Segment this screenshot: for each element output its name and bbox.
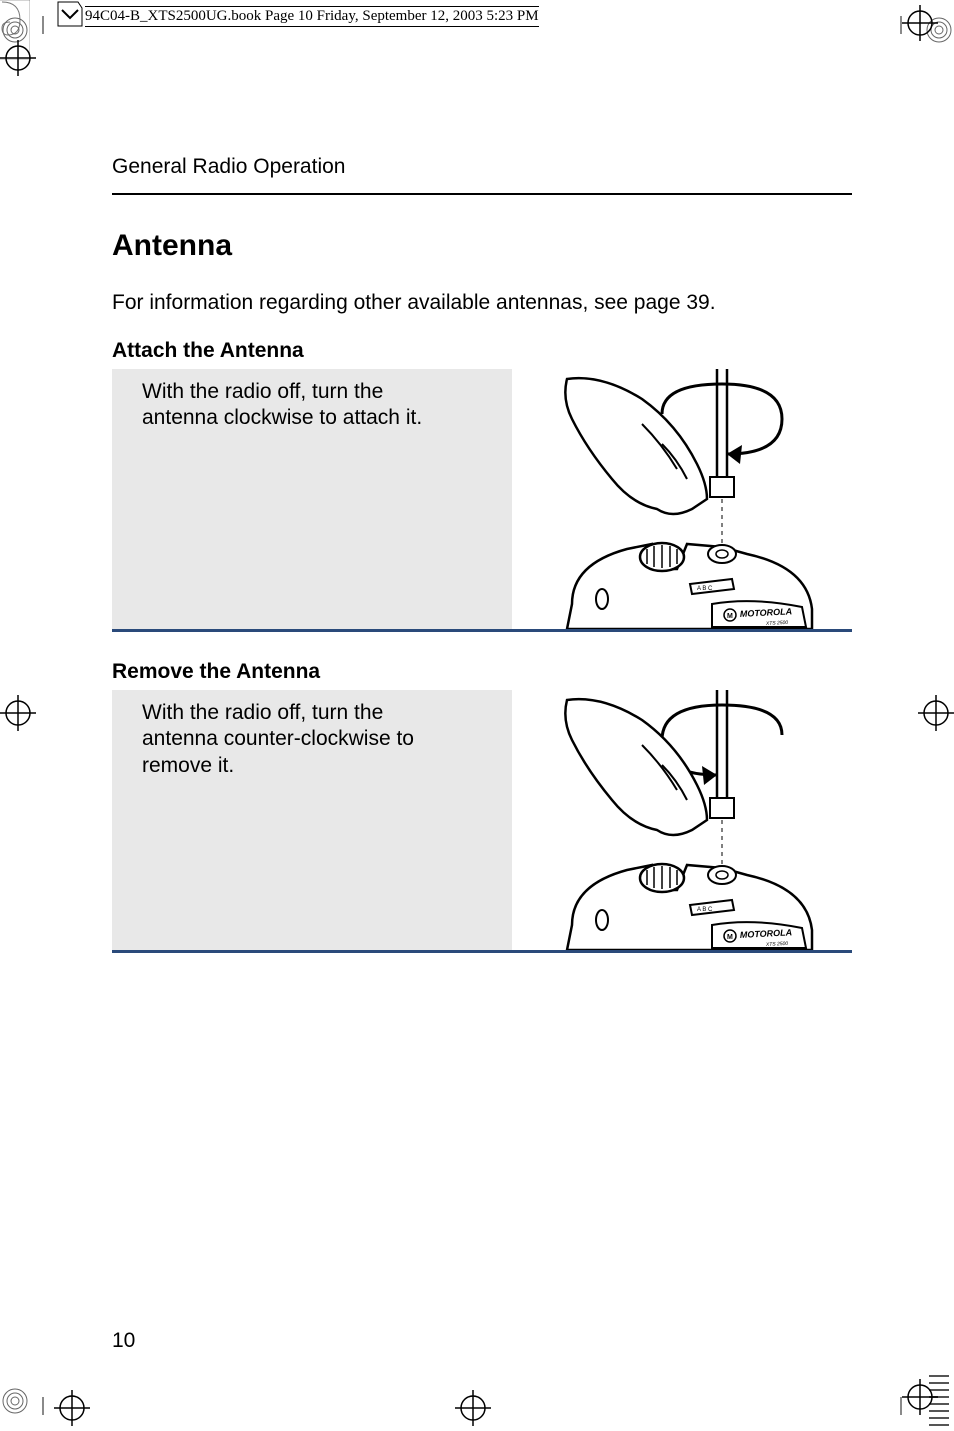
- registration-mark-icon: [455, 1390, 491, 1426]
- page-note-icon: [56, 0, 84, 28]
- spiral-corner-icon: [924, 1371, 954, 1431]
- registration-mark-icon: [0, 40, 36, 76]
- registration-mark-icon: [918, 695, 954, 731]
- spiral-corner-icon: [924, 0, 954, 60]
- page-title: Antenna: [112, 229, 852, 263]
- svg-text:XTS 2500: XTS 2500: [765, 620, 789, 627]
- svg-text:A B C: A B C: [697, 586, 713, 592]
- registration-mark-icon: [902, 5, 938, 41]
- remove-instruction-text: With the radio off, turn the antenna cou…: [112, 690, 462, 950]
- attach-instruction-box: With the radio off, turn the antenna clo…: [112, 369, 852, 632]
- page-number: 10: [112, 1329, 135, 1353]
- svg-text:M: M: [727, 613, 733, 620]
- svg-text:M: M: [727, 934, 733, 941]
- remove-instruction-box: With the radio off, turn the antenna cou…: [112, 690, 852, 953]
- attach-illustration: A B C M MOTOROLA XTS 2500: [462, 369, 852, 629]
- registration-mark-icon: [54, 1390, 90, 1426]
- attach-heading: Attach the Antenna: [112, 339, 852, 363]
- section-label: General Radio Operation: [112, 155, 852, 179]
- spiral-corner-icon: [0, 1371, 30, 1431]
- svg-text:XTS 2500: XTS 2500: [765, 941, 789, 948]
- registration-mark-icon: [0, 695, 36, 731]
- divider: [112, 193, 852, 195]
- attach-instruction-text: With the radio off, turn the antenna clo…: [112, 369, 462, 629]
- svg-text:A B C: A B C: [697, 907, 713, 913]
- remove-heading: Remove the Antenna: [112, 660, 852, 684]
- spiral-corner-icon: [0, 0, 30, 60]
- header-filename: 94C04-B_XTS2500UG.book Page 10 Friday, S…: [85, 8, 539, 24]
- radio-antenna-attach-icon: A B C M MOTOROLA XTS 2500: [512, 369, 852, 629]
- remove-illustration: A B C M MOTOROLA XTS 2500: [462, 690, 852, 950]
- intro-text: For information regarding other availabl…: [112, 291, 852, 315]
- page-content: General Radio Operation Antenna For info…: [112, 155, 852, 981]
- radio-antenna-remove-icon: A B C M MOTOROLA XTS 2500: [512, 690, 852, 950]
- registration-mark-icon: [902, 1379, 938, 1415]
